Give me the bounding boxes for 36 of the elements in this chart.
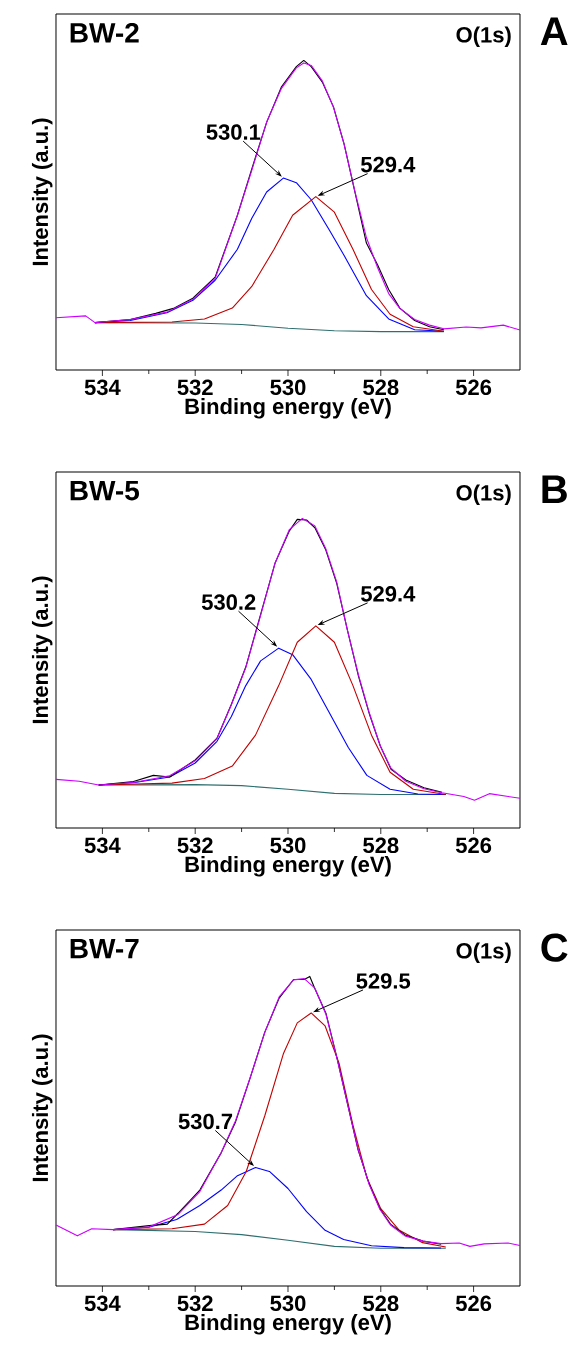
- x-tick-label: 532: [177, 379, 213, 396]
- y-axis-title: Intensity (a.u.): [31, 1034, 53, 1182]
- chart-subtitle: O(1s): [456, 942, 511, 963]
- text: A: [540, 17, 568, 46]
- x-tick-label: 528: [363, 1295, 399, 1312]
- chart-subtitle: O(1s): [456, 484, 511, 505]
- annotation: 529.4: [360, 156, 416, 173]
- x-axis-title: Binding energy (eV): [185, 856, 391, 877]
- x-tick-label: 532: [177, 837, 213, 854]
- x-tick-label: 528: [363, 837, 399, 854]
- chart-title: BW-7: [70, 938, 139, 959]
- x-axis-title: Binding energy (eV): [185, 1314, 391, 1335]
- x-tick-label: 530: [270, 379, 306, 396]
- x-tick-label: 526: [455, 1295, 492, 1312]
- x-tick-label: 530: [270, 1295, 306, 1312]
- annotation: 530.2: [201, 594, 256, 610]
- y-axis-title: Intensity (a.u.): [31, 118, 53, 266]
- chart-title: BW-2: [70, 22, 139, 43]
- text: C: [541, 933, 568, 962]
- annotation: 529.5: [356, 973, 411, 989]
- chart-subtitle: O(1s): [456, 26, 511, 47]
- x-tick-label: 534: [84, 837, 121, 854]
- x-tick-label: 526: [455, 837, 492, 854]
- x-tick-label: 528: [363, 379, 399, 396]
- annotation: 530.7: [178, 1113, 233, 1130]
- x-tick-label: 534: [84, 1295, 121, 1312]
- annotation: 529.4: [360, 586, 416, 602]
- x-tick-label: 534: [84, 379, 121, 396]
- x-tick-label: 530: [270, 837, 306, 854]
- x-tick-label: 526: [455, 379, 492, 396]
- annotation: 530.1: [206, 124, 261, 140]
- chart-title: BW-5: [70, 480, 140, 501]
- text: B: [542, 475, 567, 504]
- x-axis-title: Binding energy (eV): [185, 398, 391, 419]
- x-tick-label: 532: [177, 1295, 213, 1312]
- y-axis-title: Intensity (a.u.): [31, 576, 53, 724]
